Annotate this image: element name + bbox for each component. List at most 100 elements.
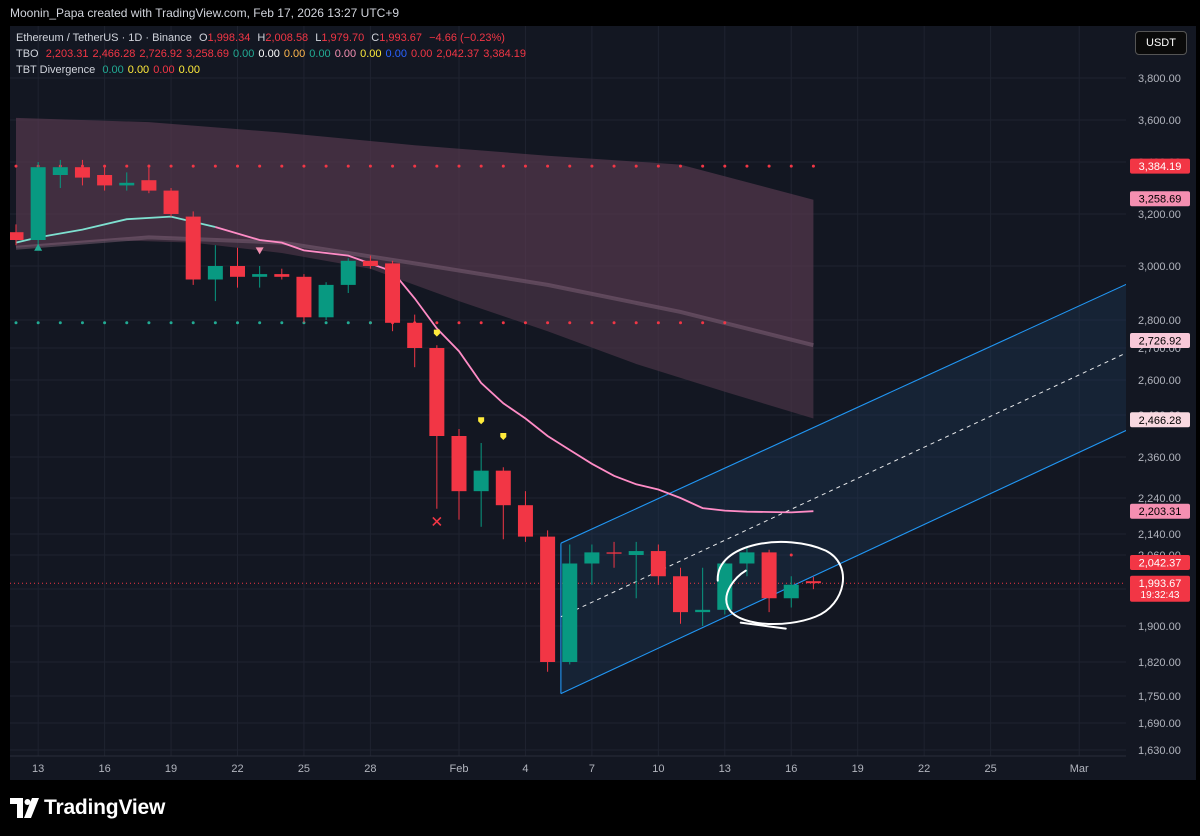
level-dot-red [435, 321, 439, 325]
price-axis-label: 1,630.00 [1138, 745, 1181, 757]
level-dot-red [612, 164, 616, 168]
candle-body [207, 266, 223, 280]
level-dot-red [501, 164, 505, 168]
level-dot-red [590, 164, 594, 168]
price-axis-label: 1,690.00 [1138, 718, 1181, 730]
candle-body [495, 470, 511, 506]
legend-tbo-row: TBO 2,203.31 2,466.28 2,726.92 3,258.69 0.00… [16, 48, 530, 60]
tradingview-mark-icon [10, 798, 39, 818]
price-badge: 2,042.37 [1130, 554, 1190, 570]
candle-body [517, 505, 533, 537]
tbo-value: 0.00 [334, 48, 357, 60]
candle-body [429, 348, 445, 436]
level-dot-red [523, 321, 527, 325]
candle-body [119, 182, 135, 186]
level-dot-red [789, 164, 793, 168]
candle-body [628, 551, 644, 555]
candle-body [30, 167, 46, 240]
level-dot-red [634, 164, 638, 168]
candle-body [52, 167, 68, 175]
candle-body [296, 276, 312, 318]
candle-body [451, 436, 467, 492]
price-axis-label: 1,900.00 [1138, 621, 1181, 633]
candle-body [606, 552, 622, 554]
level-dot-red [14, 164, 18, 168]
tbo-value: 0.00 [258, 48, 280, 60]
time-axis-label: 25 [298, 763, 310, 775]
price-badge-background [1130, 332, 1190, 348]
footer: TradingView [0, 780, 1200, 836]
price-badge-background [1130, 575, 1190, 602]
price-axis-label: 2,800.00 [1138, 315, 1181, 327]
candle-body [252, 274, 268, 277]
level-dot-red [767, 164, 771, 168]
high-label: H [257, 32, 266, 44]
tbo-label[interactable]: TBO [16, 48, 39, 60]
level-dot-red [236, 164, 239, 168]
symbol-name[interactable]: Ethereum / TetherUS · 1D · Binance [16, 32, 192, 44]
price-badge-value: 3,384.19 [1139, 161, 1182, 173]
level-dot-red [258, 164, 262, 168]
tbo-value: 3,384.19 [483, 48, 527, 60]
candle-body [650, 551, 666, 577]
level-dot-green [103, 321, 107, 325]
level-dot-red [324, 164, 328, 168]
level-dot-red [125, 164, 129, 168]
level-dot-red [479, 321, 483, 325]
level-dot-red [590, 321, 594, 325]
legend-symbol-row: Ethereum / TetherUS · 1D · Binance O1,99… [16, 32, 509, 44]
cross-marker [432, 516, 442, 526]
candle-body [717, 563, 733, 610]
candle-body [805, 581, 821, 584]
channel-lower-line [560, 429, 1126, 695]
level-dot-green [213, 321, 217, 325]
candle-body [783, 584, 799, 599]
change-value: −4.66 (−0.23%) [429, 32, 505, 44]
price-axis-label: 2,360.00 [1138, 452, 1181, 464]
tbo-value: 2,203.31 [45, 48, 89, 60]
level-dot-red [789, 553, 793, 557]
level-dot-red [568, 164, 572, 168]
price-badge: 3,258.69 [1130, 191, 1190, 207]
candle-body [695, 609, 711, 613]
tbo-value: 0.00 [283, 48, 306, 60]
time-axis-label: 22 [231, 763, 243, 775]
level-dot-green [368, 321, 372, 325]
level-dot-red [811, 164, 815, 168]
candle-body [562, 563, 578, 662]
candle-body [163, 190, 179, 214]
chart-right-border [1196, 26, 1200, 780]
level-dot-red [679, 164, 682, 168]
currency-button[interactable]: USDT [1135, 31, 1187, 55]
time-axis-label: 16 [98, 763, 110, 775]
candle-body [97, 175, 113, 186]
candle-body [274, 274, 290, 277]
candle-body [739, 552, 755, 564]
divergence-marker [433, 329, 440, 337]
cloud-upper-band [16, 117, 814, 346]
tbt-label[interactable]: TBT Divergence [16, 64, 96, 76]
candle-body [74, 167, 90, 178]
level-dot-red [745, 164, 749, 168]
chart-area[interactable]: 1,630.00 1,690.00 1,750.00 1,820.00 1,900.00… [0, 26, 1200, 780]
candle-body [761, 552, 777, 599]
candle-body [584, 552, 600, 564]
price-chart[interactable]: 1,630.00 1,690.00 1,750.00 1,820.00 1,900.00… [0, 26, 1200, 780]
tbo-value: 0.00 [360, 48, 382, 60]
candle-body [385, 263, 401, 323]
price-axis-label: 3,000.00 [1138, 261, 1181, 273]
price-badge-background [1130, 412, 1190, 428]
price-badge-background [1130, 554, 1190, 570]
attribution-bar: Moonin_Papa created with TradingView.com… [0, 0, 1200, 26]
level-dot-red [435, 164, 439, 168]
tbo-value: 0.00 [410, 48, 433, 60]
tbo-value: 2,466.28 [92, 48, 136, 60]
candle-body [473, 470, 489, 492]
level-dot-red [723, 321, 727, 325]
level-dot-green [14, 321, 18, 325]
level-dot-red [612, 321, 616, 325]
level-dot-red [103, 164, 107, 168]
time-axis-label: 22 [918, 763, 930, 775]
legend-tbt-row: TBT Divergence 0.00 0.00 0.00 0.00 [16, 64, 204, 76]
